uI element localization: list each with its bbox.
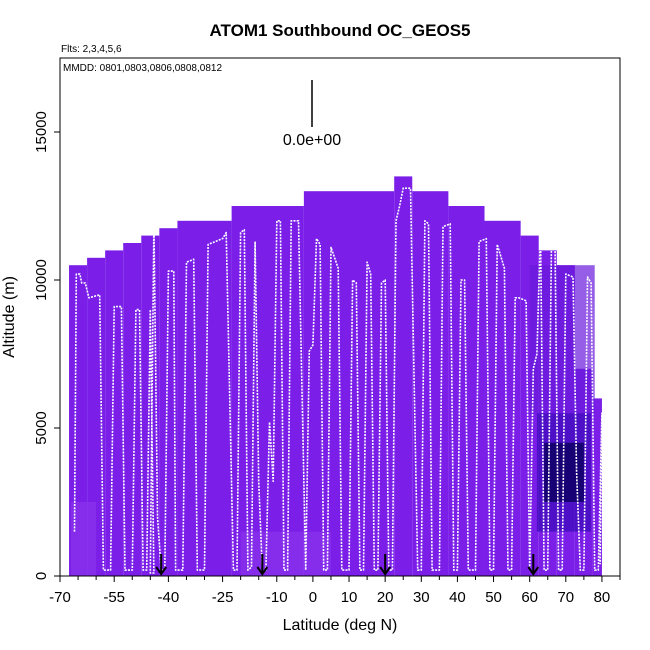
dates-note: MMDD: 0801,0803,0806,0808,0812 [63,63,222,74]
x-tick-label: -70 [49,589,71,606]
y-axis: 0 5000 10000 15000 [33,111,60,580]
x-tick-label: 0 [309,589,317,606]
concentration-patch [70,502,97,576]
curtain-column [412,191,449,576]
x-tick-label: -10 [266,589,288,606]
x-tick-label: 50 [485,589,502,606]
y-tick-label: 5000 [33,411,50,444]
y-tick-label: 0 [33,572,50,580]
x-tick-label: -25 [212,589,234,606]
x-axis-label: Latitude (deg N) [283,617,398,634]
curtain-column [592,398,602,576]
curtain-column [159,228,178,576]
concentration-patch [240,531,331,576]
arrow-marker [256,554,269,576]
arrow-marker [155,554,167,576]
plot-area [69,176,603,577]
x-axis: -70 -55 -40 -25 -10 0 10 20 30 40 50 60 70 80 [49,575,621,606]
x-tick-label: 60 [521,589,538,606]
x-tick-label: 40 [449,589,466,606]
arrow-head [256,566,269,576]
legend-value-label: 0.0e+00 [283,132,341,149]
y-tick-label: 15000 [33,111,50,153]
arrow-marker [527,554,540,576]
arrow-head [527,566,540,576]
x-tick-label: 70 [557,589,574,606]
x-tick-label: -40 [158,589,180,606]
y-axis-label: Altitude (m) [1,276,18,358]
x-tick-label: 80 [594,589,611,606]
arrow-marker [379,554,391,576]
arrow-head [155,566,167,576]
x-tick-label: 10 [341,589,358,606]
curtain-column [123,243,142,576]
x-tick-label: -55 [103,589,125,606]
flights-note: Flts: 2,3,4,5,6 [61,44,122,55]
curtain-column [69,265,88,576]
y-tick-label: 10000 [33,259,50,301]
curtain-column [141,235,160,576]
curtain-column [448,206,485,576]
curtain-column [231,206,304,576]
chart-title: ATOM1 Southbound OC_GEOS5 [210,21,471,40]
x-tick-label: 30 [413,589,430,606]
legend: 0.0e+00 [283,80,341,149]
curtain-column [105,250,124,576]
curtain-column [394,176,413,576]
x-tick-label: 20 [377,589,394,606]
arrow-head [379,566,391,576]
